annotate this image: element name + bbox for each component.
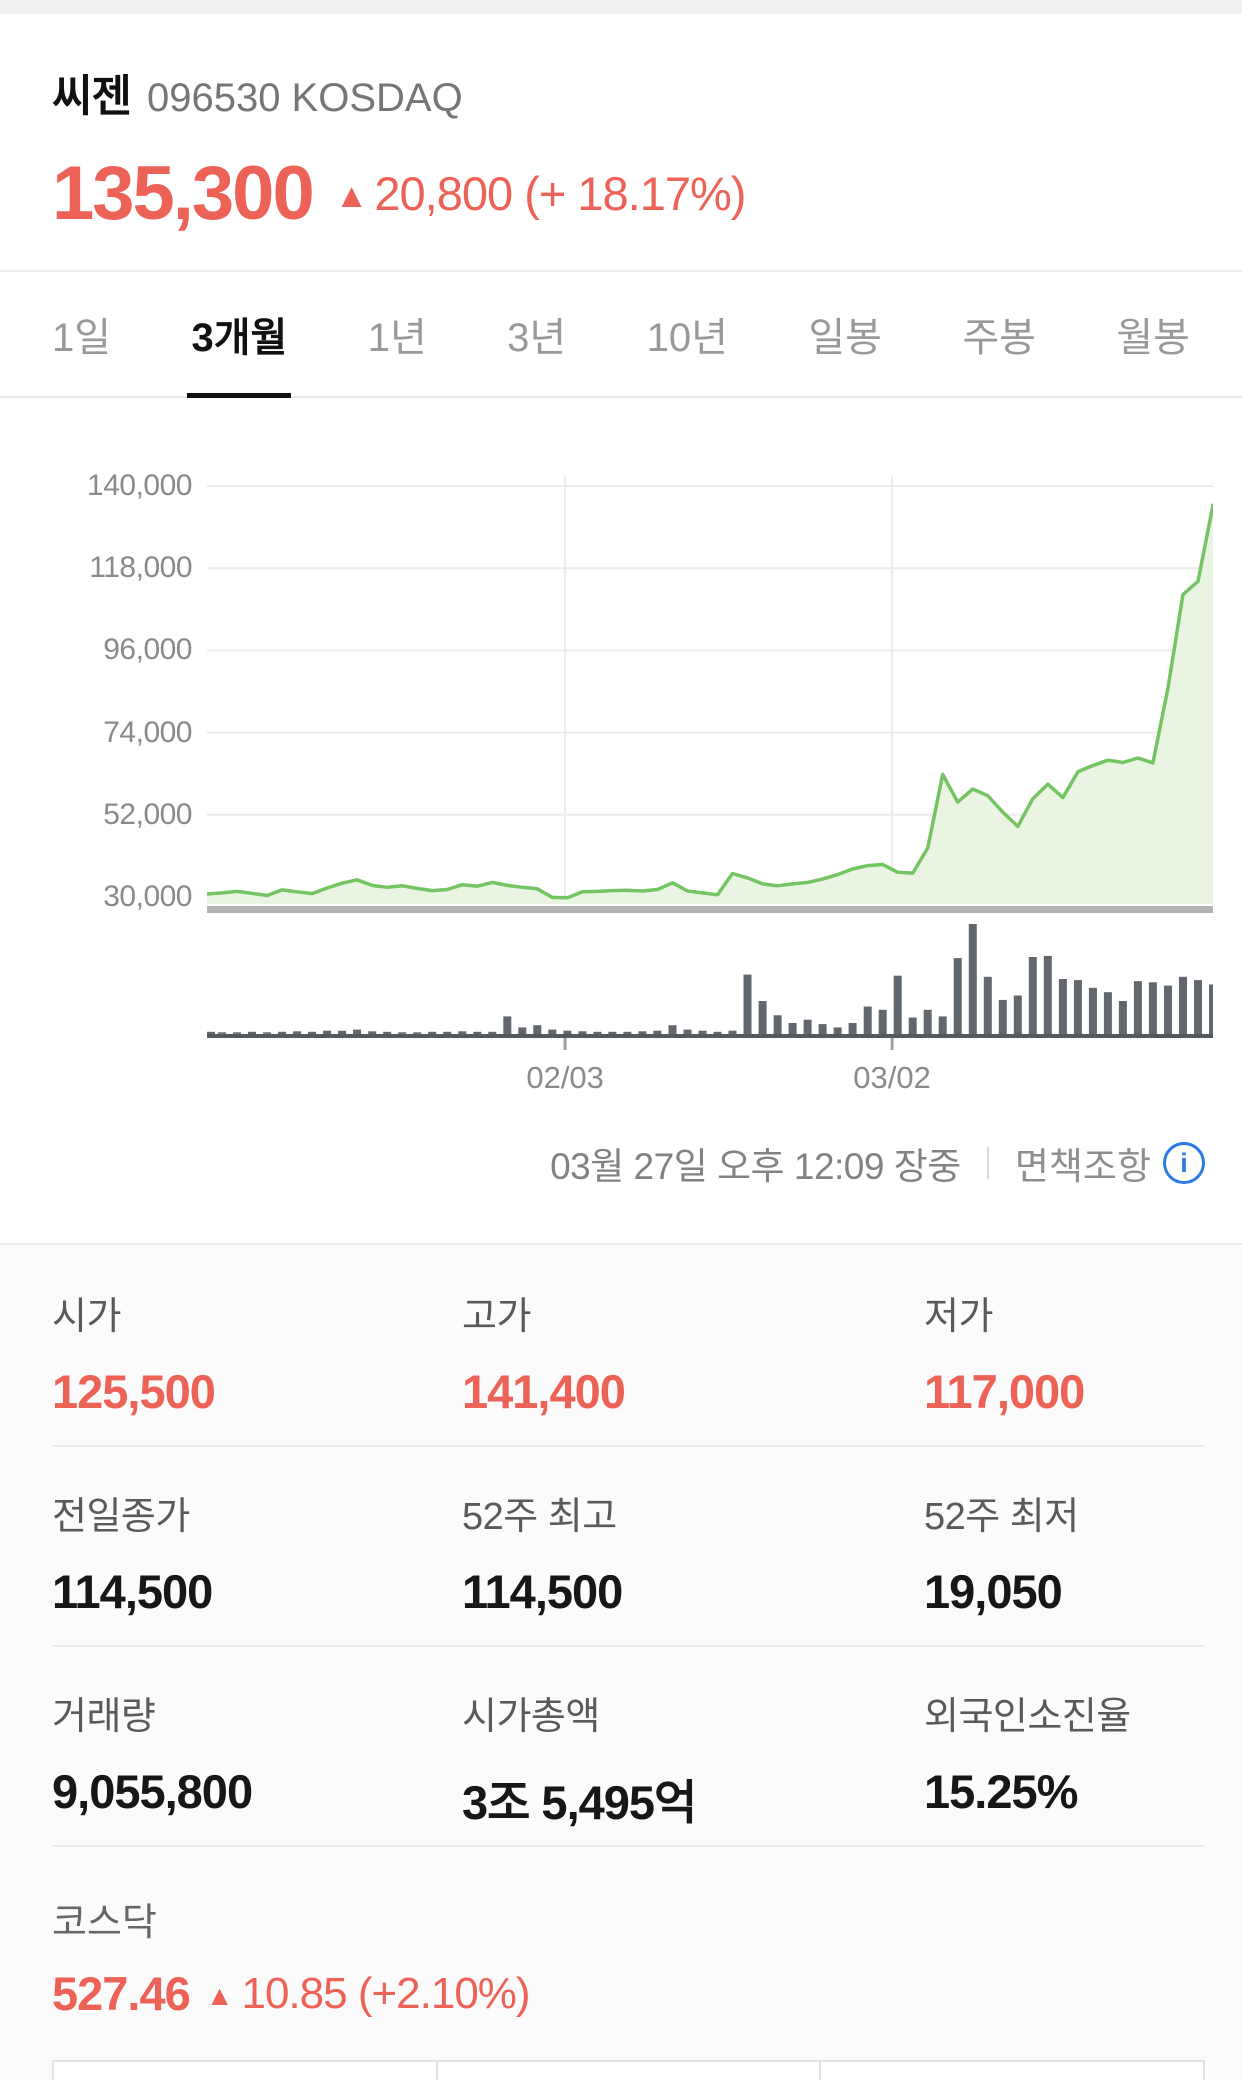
info-icon[interactable]: i [1163,1142,1205,1184]
stock-code: 096530 KOSDAQ [146,76,463,120]
disclaimer-link[interactable]: 면책조항 [1014,1146,1151,1187]
market-index-section[interactable]: 코스닥 527.46 ▲ 10.85 (+2.10%) [0,1845,1242,2060]
stat-label: 52주 최고 [462,1496,617,1538]
volume-bar-chart[interactable] [207,918,1213,1050]
x-axis-label: 02/03 [526,1060,604,1095]
x-axis-label: 03/02 [853,1060,931,1095]
stat-value: 9,055,800 [52,1765,253,1818]
stat-value: 117,000 [924,1365,1085,1418]
stat-label: 52주 최저 [924,1496,1079,1538]
market-index-label: 코스닥 [52,1902,157,1944]
tab-3년[interactable]: 3년 [507,316,567,360]
up-arrow-icon: ▲ [334,177,369,215]
tab-1일[interactable]: 1일 [52,316,112,360]
stat-label: 고가 [462,1296,531,1338]
tab-일봉[interactable]: 일봉 [808,316,882,360]
price-area-chart[interactable] [207,458,1213,913]
stat-거래량: 거래량 9,055,800 [52,1685,462,1845]
stat-value: 15.25% [924,1765,1078,1818]
stats-row: 거래량 9,055,800 시가총액 3조 5,495억 외국인소진율 15.25% [0,1645,1242,1845]
market-index-value: 527.46 [52,1967,191,2020]
table-cell [819,2062,1203,2080]
stat-label: 시가 [52,1296,121,1338]
footer-divider [986,1147,989,1179]
stat-value: 114,500 [462,1565,623,1618]
y-axis-label: 118,000 [89,551,192,585]
y-axis-label: 30,000 [103,880,192,913]
quote-timestamp: 03월 27일 오후 12:09 장중 [550,1146,961,1187]
stats-row: 시가 125,500 고가 141,400 저가 117,000 [0,1245,1242,1445]
stat-label: 거래량 [52,1696,156,1738]
stat-value: 125,500 [52,1365,216,1418]
stat-label: 전일종가 [52,1496,190,1538]
price-change: 20,800 (+ 18.17%) [374,167,746,220]
stats-row: 전일종가 114,500 52주 최고 114,500 52주 최저 19,050 [0,1445,1242,1645]
stat-저가: 저가 117,000 [924,1285,1205,1445]
table-cell [54,2062,436,2080]
current-price: 135,300 [52,151,315,236]
stat-label: 시가총액 [462,1696,600,1738]
tab-1년[interactable]: 1년 [367,316,427,360]
tab-월봉[interactable]: 월봉 [1116,316,1190,360]
status-bar-strip [0,0,1242,14]
y-axis-label: 52,000 [103,797,192,831]
stat-외국인소진율: 외국인소진율 15.25% [924,1685,1205,1845]
stat-시가: 시가 125,500 [52,1285,462,1445]
stat-value: 114,500 [52,1565,213,1618]
tab-10년[interactable]: 10년 [646,316,728,360]
stat-52주 최저: 52주 최저 19,050 [924,1485,1205,1645]
market-index-change: 10.85 (+2.10%) [241,1968,530,2018]
period-tab-bar: 1일 3개월 1년 3년 10년 일봉 주봉 월봉 [0,271,1242,399]
market-index-row: 527.46 ▲ 10.85 (+2.10%) [52,1966,1205,2021]
stat-시가총액: 시가총액 3조 5,495억 [462,1685,924,1845]
tab-주봉[interactable]: 주봉 [962,316,1036,360]
price-row: 135,300 ▲ 20,800 (+ 18.17%) [52,150,1190,237]
stock-stats-grid: 시가 125,500 고가 141,400 저가 117,000 전일종가 114,500 52… [0,1243,1242,1845]
lower-panel: 시가 125,500 고가 141,400 저가 117,000 전일종가 114,500 52… [0,1243,1242,2080]
related-info-table-partial [52,2060,1205,2080]
stat-label: 저가 [924,1296,993,1338]
stat-고가: 고가 141,400 [462,1285,924,1445]
stock-name: 씨젠 [52,72,132,121]
y-axis-label: 140,000 [87,469,192,502]
stat-value: 3조 5,495억 [462,1776,697,1829]
table-cell [435,2062,820,2080]
tab-3개월[interactable]: 3개월 [187,271,292,399]
stat-전일종가: 전일종가 114,500 [52,1485,462,1645]
stat-value: 141,400 [462,1365,626,1418]
stat-label: 외국인소진율 [924,1696,1131,1738]
price-chart[interactable]: 140,000 118,000 96,000 74,000 52,000 30,000 0… [0,398,1242,1243]
y-axis-label: 74,000 [103,715,192,749]
market-index-up-arrow-icon: ▲ [205,1979,234,2011]
stat-value: 19,050 [924,1565,1063,1618]
chart-footer: 03월 27일 오후 12:09 장중 면책조항 i [550,1136,1205,1190]
y-axis-label: 96,000 [103,633,192,667]
stock-name-row: 씨젠 096530 KOSDAQ [52,60,1190,124]
stock-header: 씨젠 096530 KOSDAQ 135,300 ▲ 20,800 (+ 18.… [0,14,1242,272]
stat-52주 최고: 52주 최고 114,500 [462,1485,924,1645]
